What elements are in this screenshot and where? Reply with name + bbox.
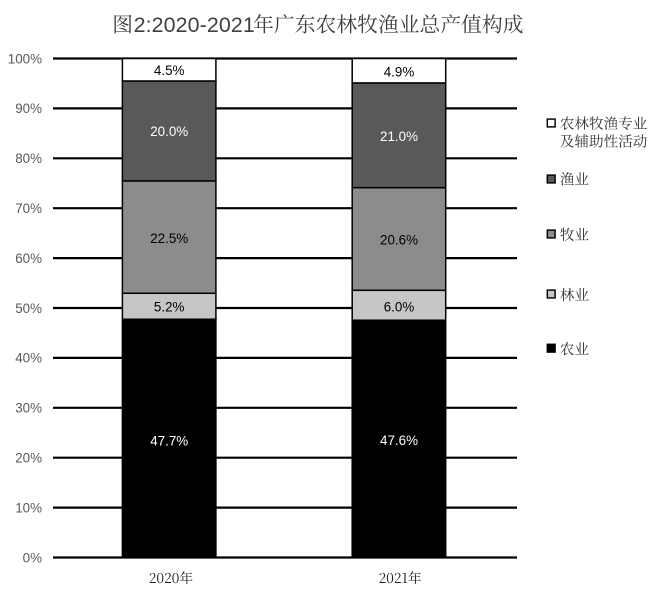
svg-text:50%: 50% <box>15 301 42 316</box>
svg-text:20.0%: 20.0% <box>150 124 188 139</box>
svg-text:30%: 30% <box>15 401 42 416</box>
svg-text:100%: 100% <box>8 51 42 66</box>
svg-text:22.5%: 22.5% <box>150 231 188 246</box>
svg-text:90%: 90% <box>15 101 42 116</box>
svg-text:80%: 80% <box>15 151 42 166</box>
svg-text:2:2020-2021: 2:2020-2021 <box>134 13 255 37</box>
svg-text:20%: 20% <box>15 451 42 466</box>
svg-text:40%: 40% <box>15 351 42 366</box>
svg-text:4.5%: 4.5% <box>154 63 185 78</box>
svg-text:10%: 10% <box>15 500 42 515</box>
svg-text:47.6%: 47.6% <box>380 433 418 448</box>
svg-text:5.2%: 5.2% <box>154 300 185 315</box>
svg-text:0%: 0% <box>23 550 42 565</box>
svg-text:4.9%: 4.9% <box>384 64 415 79</box>
svg-text:60%: 60% <box>15 251 42 266</box>
svg-text:20.6%: 20.6% <box>380 233 418 248</box>
svg-text:70%: 70% <box>15 201 42 216</box>
svg-text:6.0%: 6.0% <box>384 300 415 315</box>
svg-text:47.7%: 47.7% <box>150 434 188 449</box>
svg-text:21.0%: 21.0% <box>380 129 418 144</box>
